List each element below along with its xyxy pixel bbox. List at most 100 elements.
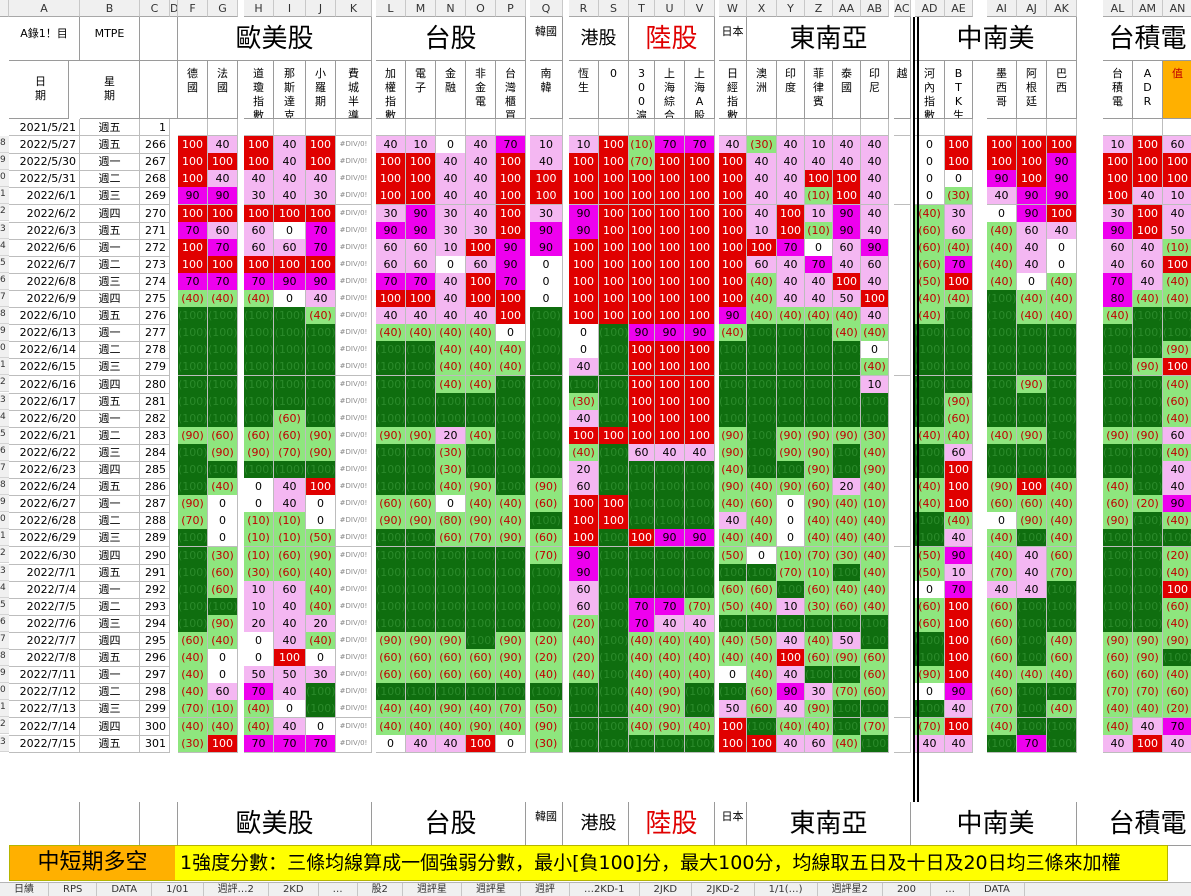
cell-value[interactable]: (40) [466, 700, 496, 718]
row-header[interactable]: 9 [0, 666, 9, 683]
cell-value[interactable]: 40 [376, 307, 406, 325]
cell-value[interactable]: (40) [805, 632, 833, 650]
cell-value[interactable]: (100) [599, 393, 629, 411]
cell-value[interactable]: (100) [436, 393, 466, 411]
cell-value[interactable]: (60) [1103, 495, 1133, 513]
cell-value[interactable]: (40) [1133, 700, 1163, 718]
cell-value[interactable]: (40) [987, 222, 1017, 240]
cell-value[interactable]: (100) [406, 478, 436, 496]
cell-value[interactable]: 0 [915, 153, 945, 171]
cell-value[interactable]: (90) [178, 495, 208, 513]
cell-value[interactable]: (100) [599, 547, 629, 565]
cell-empty[interactable] [436, 119, 466, 136]
cell-value[interactable]: 40 [436, 735, 466, 753]
cell-value[interactable]: 100 [599, 222, 629, 240]
cell-value[interactable]: (90) [1017, 427, 1047, 445]
cell-value[interactable]: (40) [987, 427, 1017, 445]
cell-value[interactable]: (100) [496, 393, 526, 411]
cell-value[interactable]: 90 [945, 683, 973, 701]
cell-value[interactable]: 40 [805, 290, 833, 308]
cell-value[interactable]: (40) [569, 444, 599, 462]
cell-value[interactable] [894, 290, 911, 308]
cell-value[interactable]: (40) [306, 598, 336, 616]
cell-value[interactable]: (40) [1163, 615, 1191, 633]
cell-value[interactable]: (40) [1047, 307, 1077, 325]
cell-value[interactable]: 100 [629, 290, 655, 308]
cell-value[interactable]: (100) [1017, 598, 1047, 616]
cell-value[interactable]: (30) [436, 444, 466, 462]
cell-value[interactable]: 100 [1163, 256, 1191, 274]
cell-value[interactable]: 0 [530, 290, 563, 308]
cell-value[interactable]: 0 [777, 495, 805, 513]
cell-empty[interactable] [1133, 119, 1163, 136]
cell-value[interactable]: (100) [244, 307, 274, 325]
cell-value[interactable]: (40) [569, 632, 599, 650]
cell-value[interactable]: 40 [915, 735, 945, 753]
cell-value[interactable]: (60) [208, 581, 238, 599]
cell-value[interactable]: 0 [496, 324, 526, 342]
cell-value[interactable]: (100) [496, 444, 526, 462]
cell-date[interactable]: 2022/6/28 [9, 512, 80, 530]
cell-date[interactable]: 2022/6/29 [9, 529, 80, 547]
sheet-tab[interactable]: …2KD-1 [570, 883, 640, 896]
cell-value[interactable]: 90 [861, 239, 889, 257]
cell-value[interactable]: (50) [719, 598, 747, 616]
cell-value[interactable]: (100) [599, 632, 629, 650]
cell-value[interactable]: 40 [1133, 273, 1163, 291]
cell-value[interactable]: (100) [466, 683, 496, 701]
cell-value[interactable]: 10 [805, 136, 833, 154]
cell-value[interactable]: (100) [599, 735, 629, 753]
cell-value[interactable]: 70 [496, 273, 526, 291]
row-header[interactable]: 7 [0, 632, 9, 649]
cell-value[interactable]: 0 [274, 222, 306, 240]
cell-value[interactable]: 60 [466, 256, 496, 274]
cell-value[interactable] [894, 495, 911, 513]
cell-value[interactable]: (100) [1133, 461, 1163, 479]
cell-value[interactable]: (50) [915, 273, 945, 291]
cell-value[interactable]: (90) [306, 427, 336, 445]
cell-value[interactable]: 100 [685, 187, 715, 205]
cell-value[interactable]: (100) [208, 307, 238, 325]
column-header-V[interactable]: V [685, 0, 715, 17]
column-header-R[interactable]: R [569, 0, 599, 17]
cell-value[interactable]: (100) [1103, 615, 1133, 633]
cell-index[interactable]: 275 [140, 290, 170, 308]
column-header-S[interactable]: S [599, 0, 629, 17]
cell-weekday[interactable]: 週五 [80, 478, 140, 496]
cell-value[interactable]: 40 [530, 153, 563, 171]
cell-value[interactable]: (40) [406, 700, 436, 718]
cell-value[interactable]: 40 [805, 273, 833, 291]
cell-value[interactable]: (100) [1047, 735, 1077, 753]
cell-value[interactable]: (60) [274, 547, 306, 565]
cell-value[interactable]: (100) [655, 495, 685, 513]
cell-value[interactable]: (100) [1103, 529, 1133, 547]
cell-value[interactable]: (100) [496, 478, 526, 496]
cell-value[interactable]: 100 [306, 136, 336, 154]
cell-value[interactable]: 40 [861, 170, 889, 188]
cell-value[interactable]: (30) [436, 461, 466, 479]
cell-value[interactable]: 40 [945, 529, 973, 547]
cell-value[interactable]: (100) [719, 615, 747, 633]
cell-value[interactable]: (100) [178, 376, 208, 394]
cell-value[interactable]: 100 [178, 170, 208, 188]
cell-value[interactable]: (70) [805, 547, 833, 565]
cell-value[interactable]: #DIV/0! [336, 718, 372, 736]
cell-value[interactable]: (20) [1163, 700, 1191, 718]
cell-value[interactable]: (100) [1047, 393, 1077, 411]
cell-value[interactable]: (100) [376, 376, 406, 394]
cell-value[interactable]: (100) [406, 547, 436, 565]
cell-value[interactable]: (100) [530, 581, 563, 599]
column-header-D[interactable]: D [170, 0, 178, 17]
cell-value[interactable]: 100 [1163, 153, 1191, 171]
cell-value[interactable]: (100) [655, 478, 685, 496]
cell-value[interactable]: 10 [244, 598, 274, 616]
cell-value[interactable]: (100) [530, 683, 563, 701]
cell-value[interactable]: (90) [1017, 512, 1047, 530]
cell-value[interactable]: (100) [306, 683, 336, 701]
sheet-tab[interactable]: … [931, 883, 971, 896]
cell-value[interactable]: 90 [719, 307, 747, 325]
cell-value[interactable]: (40) [306, 632, 336, 650]
cell-weekday[interactable]: 週四 [80, 461, 140, 479]
cell-value[interactable]: 0 [436, 495, 466, 513]
cell-value[interactable]: 40 [777, 700, 805, 718]
